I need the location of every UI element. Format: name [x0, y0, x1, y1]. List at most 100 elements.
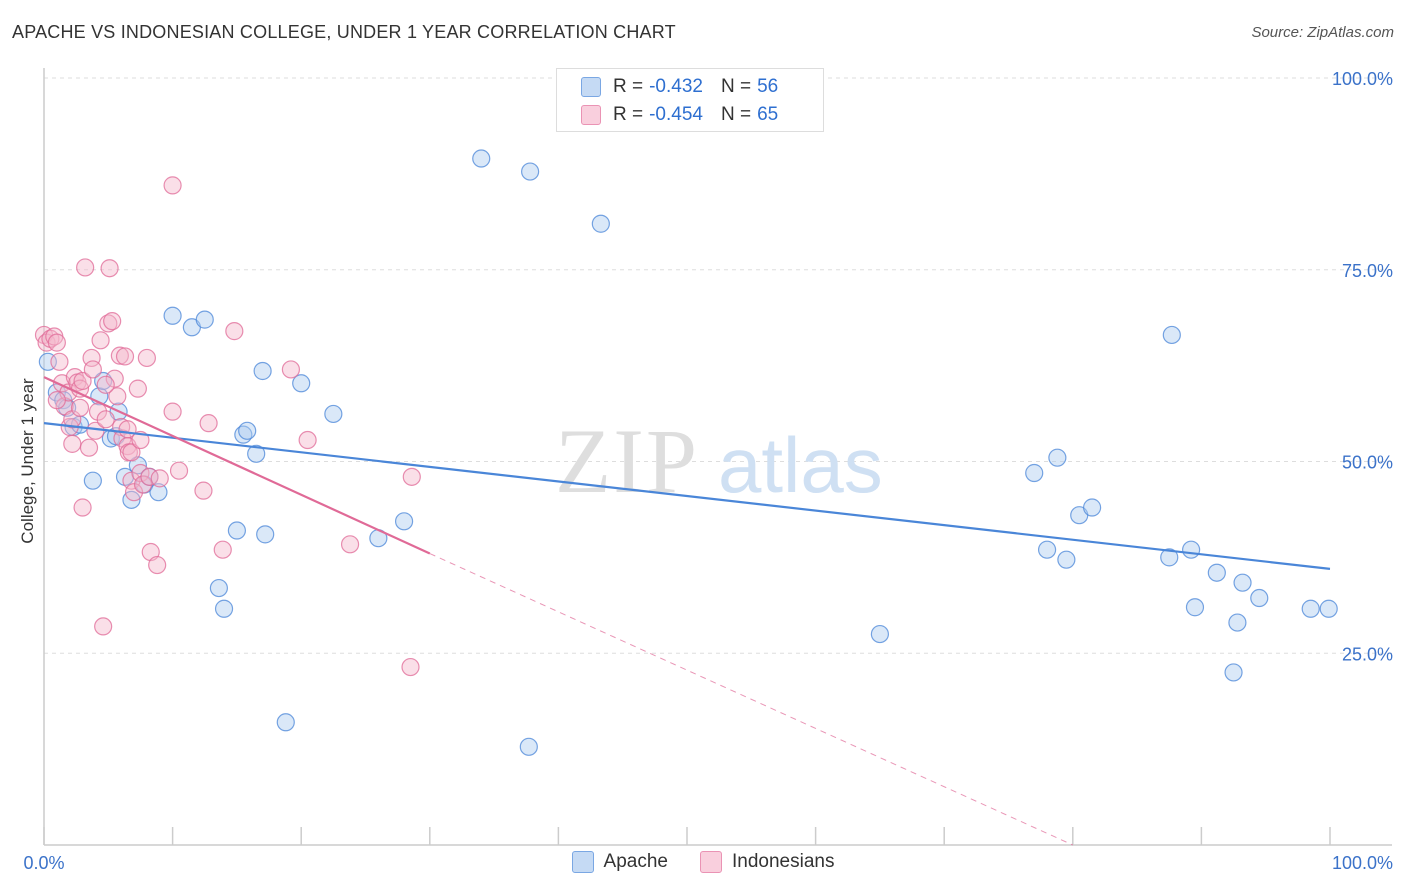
indonesians-point	[225, 322, 244, 341]
indonesians-point	[281, 360, 301, 379]
indonesians-point	[100, 259, 119, 278]
apache-legend-label: Apache	[603, 851, 668, 872]
apache-point	[253, 361, 272, 381]
apache-point	[195, 310, 214, 329]
indonesians-point	[73, 371, 92, 391]
tick-labels: 100.0% 75.0% 50.0% 25.0% 0.0% 100.0% College, …	[18, 69, 1393, 873]
indonesians-point	[76, 258, 95, 277]
y-tick-label: 100.0%	[1332, 69, 1393, 89]
indonesians-n-label: N =	[720, 104, 752, 125]
y-tick-label: 50.0%	[1342, 453, 1393, 473]
indonesians-point	[73, 498, 92, 517]
indonesians-point	[194, 481, 213, 500]
indonesians-legend-swatch	[699, 851, 722, 873]
data-points	[34, 149, 1338, 756]
indonesians-r-value: -0.454	[649, 104, 703, 125]
apache-point	[276, 713, 295, 732]
gridlines	[44, 77, 1392, 654]
apache-point	[247, 444, 266, 463]
apache-point	[1162, 325, 1181, 345]
watermark-zip: ZIP	[555, 410, 699, 512]
indonesians-legend-label: Indonesians	[731, 851, 835, 872]
apache-point	[521, 162, 540, 181]
apache-point	[1182, 540, 1201, 559]
indonesians-point	[169, 461, 189, 480]
apache-point	[256, 525, 275, 544]
indonesians-point	[115, 347, 135, 366]
apache-point	[238, 421, 257, 440]
watermark: ZIP atlas	[555, 410, 883, 512]
indonesians-point	[402, 467, 421, 486]
indonesians-point	[82, 348, 101, 368]
apache-r-label: R =	[613, 76, 644, 97]
indonesians-r-label: R =	[613, 104, 644, 125]
indonesians-point	[298, 430, 317, 450]
apache-point	[1224, 663, 1243, 682]
indonesians-point	[79, 438, 99, 457]
chart-title: APACHE VS INDONESIAN COLLEGE, UNDER 1 YE…	[12, 22, 676, 42]
indonesians-point	[103, 312, 122, 331]
indonesians-point	[122, 443, 141, 462]
apache-point	[1160, 548, 1179, 567]
apache-point	[83, 471, 102, 490]
series-legend: Apache Indonesians	[0, 851, 1406, 873]
watermark-atlas: atlas	[718, 421, 883, 509]
indonesians-point	[110, 346, 129, 365]
trend-lines	[43, 376, 1331, 846]
apache-point	[1301, 599, 1320, 618]
indonesians-point	[94, 617, 113, 636]
apache-point	[149, 483, 168, 502]
source-label: Source: ZipAtlas.com	[1251, 24, 1394, 41]
indonesians-point	[401, 657, 420, 677]
indonesians-point	[91, 331, 110, 350]
indonesians-point	[213, 540, 232, 559]
apache-point	[519, 737, 538, 756]
indonesians-point	[128, 379, 147, 398]
apache-point	[1037, 540, 1057, 559]
apache-point	[1048, 448, 1067, 467]
y-tick-label: 75.0%	[1342, 261, 1393, 281]
apache-trend-line	[43, 422, 1331, 570]
indonesians-point	[199, 414, 218, 433]
apache-point	[1207, 563, 1226, 582]
apache-point	[324, 404, 343, 424]
apache-point	[870, 624, 890, 644]
x-tick-label-left: 0.0%	[23, 853, 64, 873]
apache-point	[1250, 588, 1269, 608]
legend-item-indonesians: Indonesians	[699, 851, 835, 873]
legend-row-indonesians: R = -0.454 N = 65	[581, 101, 778, 129]
y-axis-title: College, Under 1 year	[18, 378, 37, 544]
axes	[43, 68, 1392, 846]
legend-row-apache: R = -0.432 N = 56	[581, 73, 778, 101]
indonesians-point	[70, 398, 90, 417]
indonesians-point	[96, 375, 115, 394]
indonesians-point	[108, 387, 127, 406]
apache-point	[591, 214, 610, 233]
apache-point	[214, 599, 234, 618]
indonesians-point	[50, 352, 69, 371]
indonesians-trend-line	[43, 376, 431, 555]
apache-point	[1233, 573, 1252, 592]
apache-point	[1057, 550, 1076, 569]
indonesians-n-value: 65	[757, 104, 779, 125]
stats-legend: R = -0.432 N = 56 R = -0.454 N = 65	[556, 68, 824, 132]
indonesians-point	[340, 535, 360, 554]
apache-point	[394, 512, 414, 531]
indonesians-point	[163, 402, 182, 421]
indonesians-point	[47, 391, 66, 410]
indonesians-trend-extension	[429, 553, 1074, 846]
indonesians-point	[150, 469, 169, 488]
indonesians-point	[63, 434, 82, 453]
indonesians-point	[163, 176, 182, 195]
indonesians-point	[137, 348, 156, 368]
indonesians-point	[47, 333, 66, 352]
apache-point	[1319, 599, 1338, 618]
y-tick-label: 25.0%	[1342, 644, 1393, 664]
x-tick-label-right: 100.0%	[1332, 853, 1393, 873]
apache-legend-swatch	[571, 851, 594, 873]
apache-point	[1228, 613, 1247, 632]
apache-point	[472, 149, 491, 168]
indonesians-point	[105, 369, 124, 388]
apache-point	[163, 306, 182, 325]
